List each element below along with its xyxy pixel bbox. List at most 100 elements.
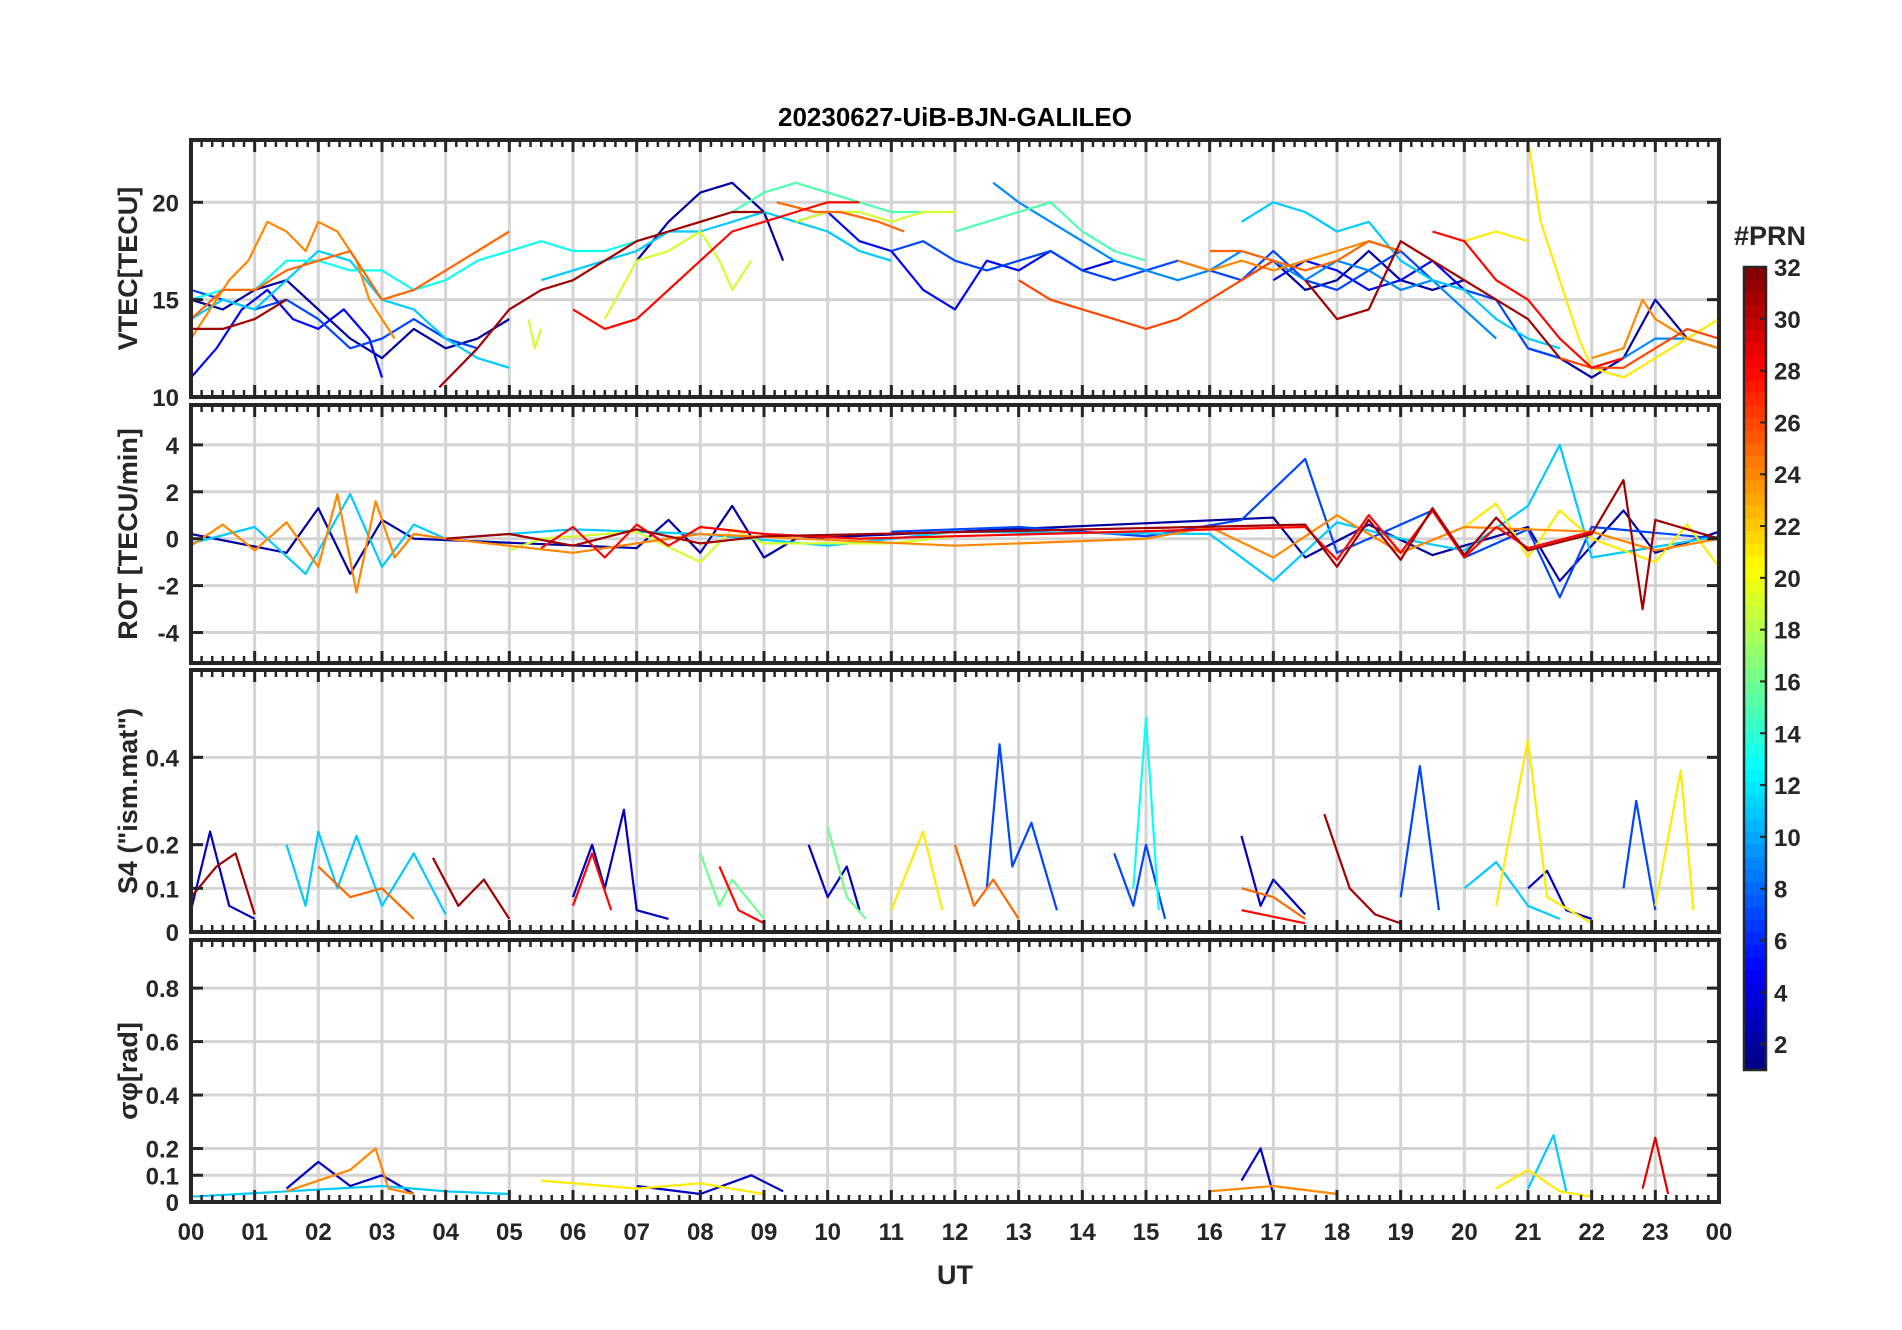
series-prn-28 bbox=[1432, 230, 1624, 369]
colorbar-swatch bbox=[1744, 392, 1766, 406]
colorbar-swatch bbox=[1744, 342, 1766, 356]
colorbar-tick-label: 30 bbox=[1774, 307, 1801, 334]
colorbar-tick-label: 32 bbox=[1774, 255, 1801, 282]
y-tick-label: 0.2 bbox=[146, 1137, 179, 1164]
series-prn-31 bbox=[438, 210, 764, 389]
series-prn-21 bbox=[1463, 502, 1719, 568]
series-prn-24 bbox=[191, 220, 396, 340]
colorbar-tick-label: 14 bbox=[1774, 721, 1801, 748]
series-prn-16 bbox=[826, 826, 867, 920]
series-prn-7 bbox=[985, 743, 1058, 911]
colorbar-swatch bbox=[1744, 731, 1766, 745]
colorbar-swatch bbox=[1744, 906, 1766, 921]
y-tick-label: 0.1 bbox=[146, 1163, 179, 1190]
colorbar-swatch bbox=[1744, 856, 1766, 870]
series-prn-25 bbox=[1209, 240, 1402, 272]
colorbar-frame bbox=[1742, 265, 1768, 1072]
series-prn-3 bbox=[1240, 835, 1307, 916]
y-tick-label: 0.1 bbox=[146, 876, 179, 903]
series-prn-28 bbox=[1241, 909, 1306, 925]
colorbar-swatch bbox=[1744, 718, 1766, 732]
colorbar-swatch bbox=[1744, 768, 1766, 783]
y-tick-label: 0.4 bbox=[146, 745, 180, 772]
colorbar-swatch bbox=[1744, 267, 1766, 281]
x-tick-label: 12 bbox=[942, 1219, 969, 1246]
colorbar-swatch bbox=[1744, 982, 1766, 996]
y-tick-label: 0.2 bbox=[146, 833, 179, 860]
colorbar-swatch bbox=[1744, 643, 1766, 657]
y-tick-label: -2 bbox=[158, 574, 179, 601]
x-tick-label: 19 bbox=[1387, 1219, 1414, 1246]
series-prn-31 bbox=[431, 857, 511, 920]
series-prn-24 bbox=[286, 1147, 415, 1196]
y-tick-label: 0 bbox=[166, 920, 179, 947]
colorbar-swatch bbox=[1744, 844, 1766, 858]
colorbar-tick-label: 12 bbox=[1774, 773, 1801, 800]
series-prn-25 bbox=[191, 230, 510, 320]
colorbar-swatch bbox=[1744, 618, 1766, 632]
x-tick-label: 00 bbox=[178, 1219, 205, 1246]
series-prn-3 bbox=[1240, 1147, 1275, 1195]
colorbar-tick-label: 2 bbox=[1774, 1032, 1787, 1059]
series-prn-3 bbox=[636, 1174, 784, 1196]
y-tick-label: 0.6 bbox=[146, 1030, 179, 1057]
colorbar-swatch bbox=[1744, 354, 1766, 368]
colorbar-swatch bbox=[1744, 681, 1766, 695]
colorbar: 32 30 28 26 24 22 20 18 16 14 12 10 8 6 4 2 bbox=[1742, 255, 1801, 1072]
colorbar-swatch bbox=[1744, 467, 1766, 481]
y-tick-label: 10 bbox=[152, 385, 179, 412]
colorbar-swatch bbox=[1744, 279, 1766, 293]
colorbar-swatch bbox=[1744, 957, 1766, 971]
series-prn-7 bbox=[1113, 843, 1167, 920]
series-prn-28 bbox=[540, 509, 1592, 561]
x-tick-label: 07 bbox=[623, 1219, 650, 1246]
colorbar-swatch bbox=[1744, 505, 1766, 519]
series-prn-11 bbox=[191, 1184, 510, 1198]
series-prn-11 bbox=[1527, 1134, 1568, 1192]
x-tick-label: 06 bbox=[560, 1219, 587, 1246]
colorbar-swatch bbox=[1744, 819, 1766, 833]
y-tick-label: 0 bbox=[166, 527, 179, 554]
x-tick-label: 18 bbox=[1324, 1219, 1351, 1246]
x-tick-label: 05 bbox=[496, 1219, 523, 1246]
colorbar-tick-label: 16 bbox=[1774, 669, 1801, 696]
series-prn-15 bbox=[954, 201, 1147, 262]
colorbar-tick-label: 8 bbox=[1774, 877, 1787, 904]
series-prn-11 bbox=[1240, 201, 1561, 350]
colorbar-swatch bbox=[1744, 881, 1766, 895]
series-prn-3 bbox=[807, 844, 861, 911]
series-prn-7 bbox=[1399, 765, 1440, 911]
colorbar-swatch bbox=[1744, 329, 1766, 343]
series-prn-19 bbox=[603, 230, 753, 320]
x-tick-label: 03 bbox=[369, 1219, 396, 1246]
x-axis-label: UT bbox=[937, 1260, 973, 1290]
x-tick-label: 17 bbox=[1260, 1219, 1287, 1246]
series-prn-5 bbox=[191, 288, 384, 379]
colorbar-swatch bbox=[1744, 1032, 1766, 1046]
x-tick-label: 20 bbox=[1451, 1219, 1478, 1246]
series-prn-31 bbox=[191, 298, 288, 330]
colorbar-swatch bbox=[1744, 605, 1766, 619]
x-tick-label: 13 bbox=[1005, 1219, 1032, 1246]
series-prn-19 bbox=[527, 318, 543, 350]
series-prn-31 bbox=[445, 479, 1719, 611]
x-tick-label: 16 bbox=[1196, 1219, 1223, 1246]
series-prn-16 bbox=[699, 853, 765, 920]
series-prn-21 bbox=[541, 1179, 765, 1196]
series-prn-7 bbox=[891, 457, 1719, 599]
x-tick-label: 14 bbox=[1069, 1219, 1096, 1246]
y-tick-label: 15 bbox=[152, 288, 179, 315]
series-prn-21 bbox=[1495, 738, 1593, 925]
series-prn-28 bbox=[718, 866, 765, 925]
colorbar-swatch bbox=[1744, 630, 1766, 645]
colorbar-swatch bbox=[1744, 480, 1766, 494]
series-prn-21 bbox=[1495, 1168, 1592, 1198]
x-tick-label: 04 bbox=[432, 1219, 459, 1246]
panel-sigma: 00.10.2 0.4 0.6 0.8σφ[rad] bbox=[113, 938, 1721, 1217]
x-tick-label: 11 bbox=[879, 1219, 904, 1246]
colorbar-swatch bbox=[1744, 580, 1766, 594]
x-tick-label: 15 bbox=[1133, 1219, 1160, 1246]
colorbar-swatch bbox=[1744, 367, 1766, 381]
colorbar-swatch bbox=[1744, 944, 1766, 958]
y-tick-label: 0 bbox=[166, 1190, 179, 1217]
